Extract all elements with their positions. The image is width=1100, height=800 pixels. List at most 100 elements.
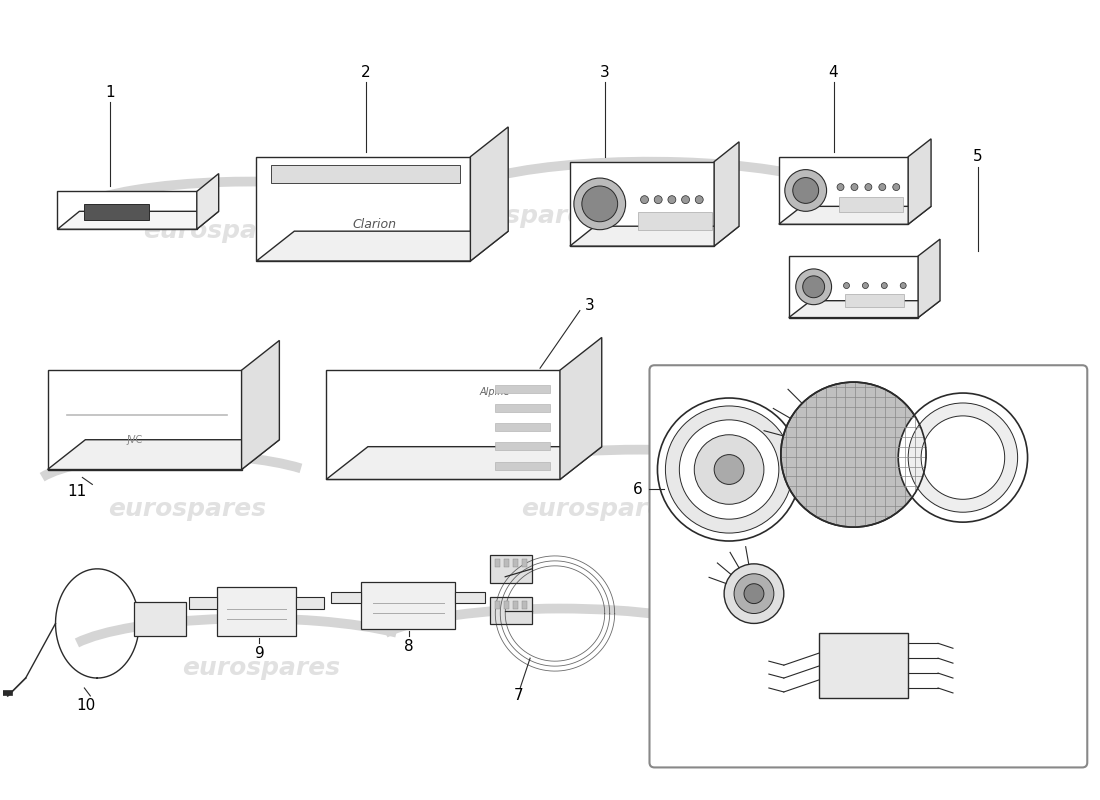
Bar — [495, 385, 550, 393]
Circle shape — [921, 416, 1004, 499]
Circle shape — [893, 184, 900, 190]
Bar — [495, 559, 500, 567]
Polygon shape — [326, 446, 602, 479]
Text: 2: 2 — [361, 65, 371, 80]
Polygon shape — [256, 231, 508, 261]
Text: eurospares: eurospares — [441, 204, 600, 228]
Circle shape — [658, 398, 801, 541]
Polygon shape — [570, 162, 714, 246]
Bar — [495, 601, 500, 609]
Circle shape — [881, 282, 888, 289]
Circle shape — [862, 282, 868, 289]
Circle shape — [654, 196, 662, 204]
Polygon shape — [789, 301, 940, 318]
Text: eurospares: eurospares — [183, 656, 341, 680]
Text: 4: 4 — [828, 65, 838, 80]
Circle shape — [724, 564, 784, 623]
Circle shape — [734, 574, 774, 614]
Bar — [495, 423, 550, 431]
Text: 10: 10 — [77, 698, 96, 714]
Text: eurospares: eurospares — [520, 498, 679, 522]
Bar — [134, 602, 186, 636]
Circle shape — [680, 420, 779, 519]
Polygon shape — [789, 256, 918, 318]
Polygon shape — [242, 341, 279, 470]
Circle shape — [694, 434, 763, 504]
Bar — [522, 601, 527, 609]
Bar — [272, 165, 461, 182]
Bar — [491, 555, 532, 582]
Text: 11: 11 — [68, 484, 87, 499]
Circle shape — [574, 178, 626, 230]
Circle shape — [666, 406, 793, 533]
Circle shape — [899, 393, 1027, 522]
Polygon shape — [256, 157, 471, 261]
Polygon shape — [197, 174, 219, 229]
Polygon shape — [326, 370, 560, 479]
Circle shape — [682, 196, 690, 204]
Bar — [495, 442, 550, 450]
Text: Alpine: Alpine — [480, 387, 509, 397]
Circle shape — [837, 184, 844, 190]
Text: 6: 6 — [632, 482, 642, 497]
Polygon shape — [57, 191, 197, 229]
Circle shape — [668, 196, 675, 204]
Circle shape — [781, 382, 926, 527]
Bar — [638, 212, 712, 230]
Text: 3: 3 — [600, 65, 609, 80]
Bar — [296, 597, 324, 609]
Text: 3: 3 — [585, 298, 595, 313]
Text: Clarion: Clarion — [352, 218, 396, 231]
Circle shape — [909, 403, 1018, 512]
Polygon shape — [779, 206, 931, 224]
Polygon shape — [560, 338, 602, 479]
Circle shape — [865, 184, 872, 190]
Bar — [514, 559, 518, 567]
Bar — [331, 592, 361, 603]
Polygon shape — [918, 239, 940, 318]
Circle shape — [784, 170, 826, 211]
Bar — [189, 597, 217, 609]
Polygon shape — [47, 370, 242, 470]
Bar — [514, 601, 518, 609]
Circle shape — [803, 276, 825, 298]
Bar — [838, 198, 903, 212]
Polygon shape — [570, 226, 739, 246]
Circle shape — [744, 584, 763, 603]
Circle shape — [900, 282, 906, 289]
Text: JVC: JVC — [126, 434, 143, 445]
Circle shape — [695, 196, 703, 204]
Polygon shape — [57, 211, 219, 229]
Bar — [504, 601, 509, 609]
Polygon shape — [909, 139, 931, 224]
Text: eurospares: eurospares — [108, 498, 266, 522]
Text: 5: 5 — [974, 150, 982, 164]
Bar — [522, 559, 527, 567]
Text: 1: 1 — [106, 85, 116, 100]
Circle shape — [582, 186, 618, 222]
Polygon shape — [471, 127, 508, 261]
Circle shape — [879, 184, 886, 190]
Circle shape — [640, 196, 649, 204]
Circle shape — [714, 454, 744, 485]
Text: 7: 7 — [514, 689, 522, 703]
Polygon shape — [714, 142, 739, 246]
Bar — [495, 462, 550, 470]
Circle shape — [851, 184, 858, 190]
Bar — [491, 597, 532, 625]
Text: 9: 9 — [254, 646, 264, 661]
Bar — [504, 559, 509, 567]
Circle shape — [793, 178, 818, 203]
Polygon shape — [84, 204, 148, 220]
FancyBboxPatch shape — [649, 366, 1087, 767]
Bar — [361, 582, 455, 630]
Bar — [495, 404, 550, 412]
Text: 8: 8 — [404, 638, 414, 654]
Circle shape — [844, 282, 849, 289]
Text: eurospares: eurospares — [143, 219, 300, 243]
Bar — [2, 690, 12, 695]
Bar — [845, 294, 904, 307]
Bar — [818, 634, 909, 698]
Bar — [455, 592, 485, 603]
Polygon shape — [779, 157, 909, 224]
